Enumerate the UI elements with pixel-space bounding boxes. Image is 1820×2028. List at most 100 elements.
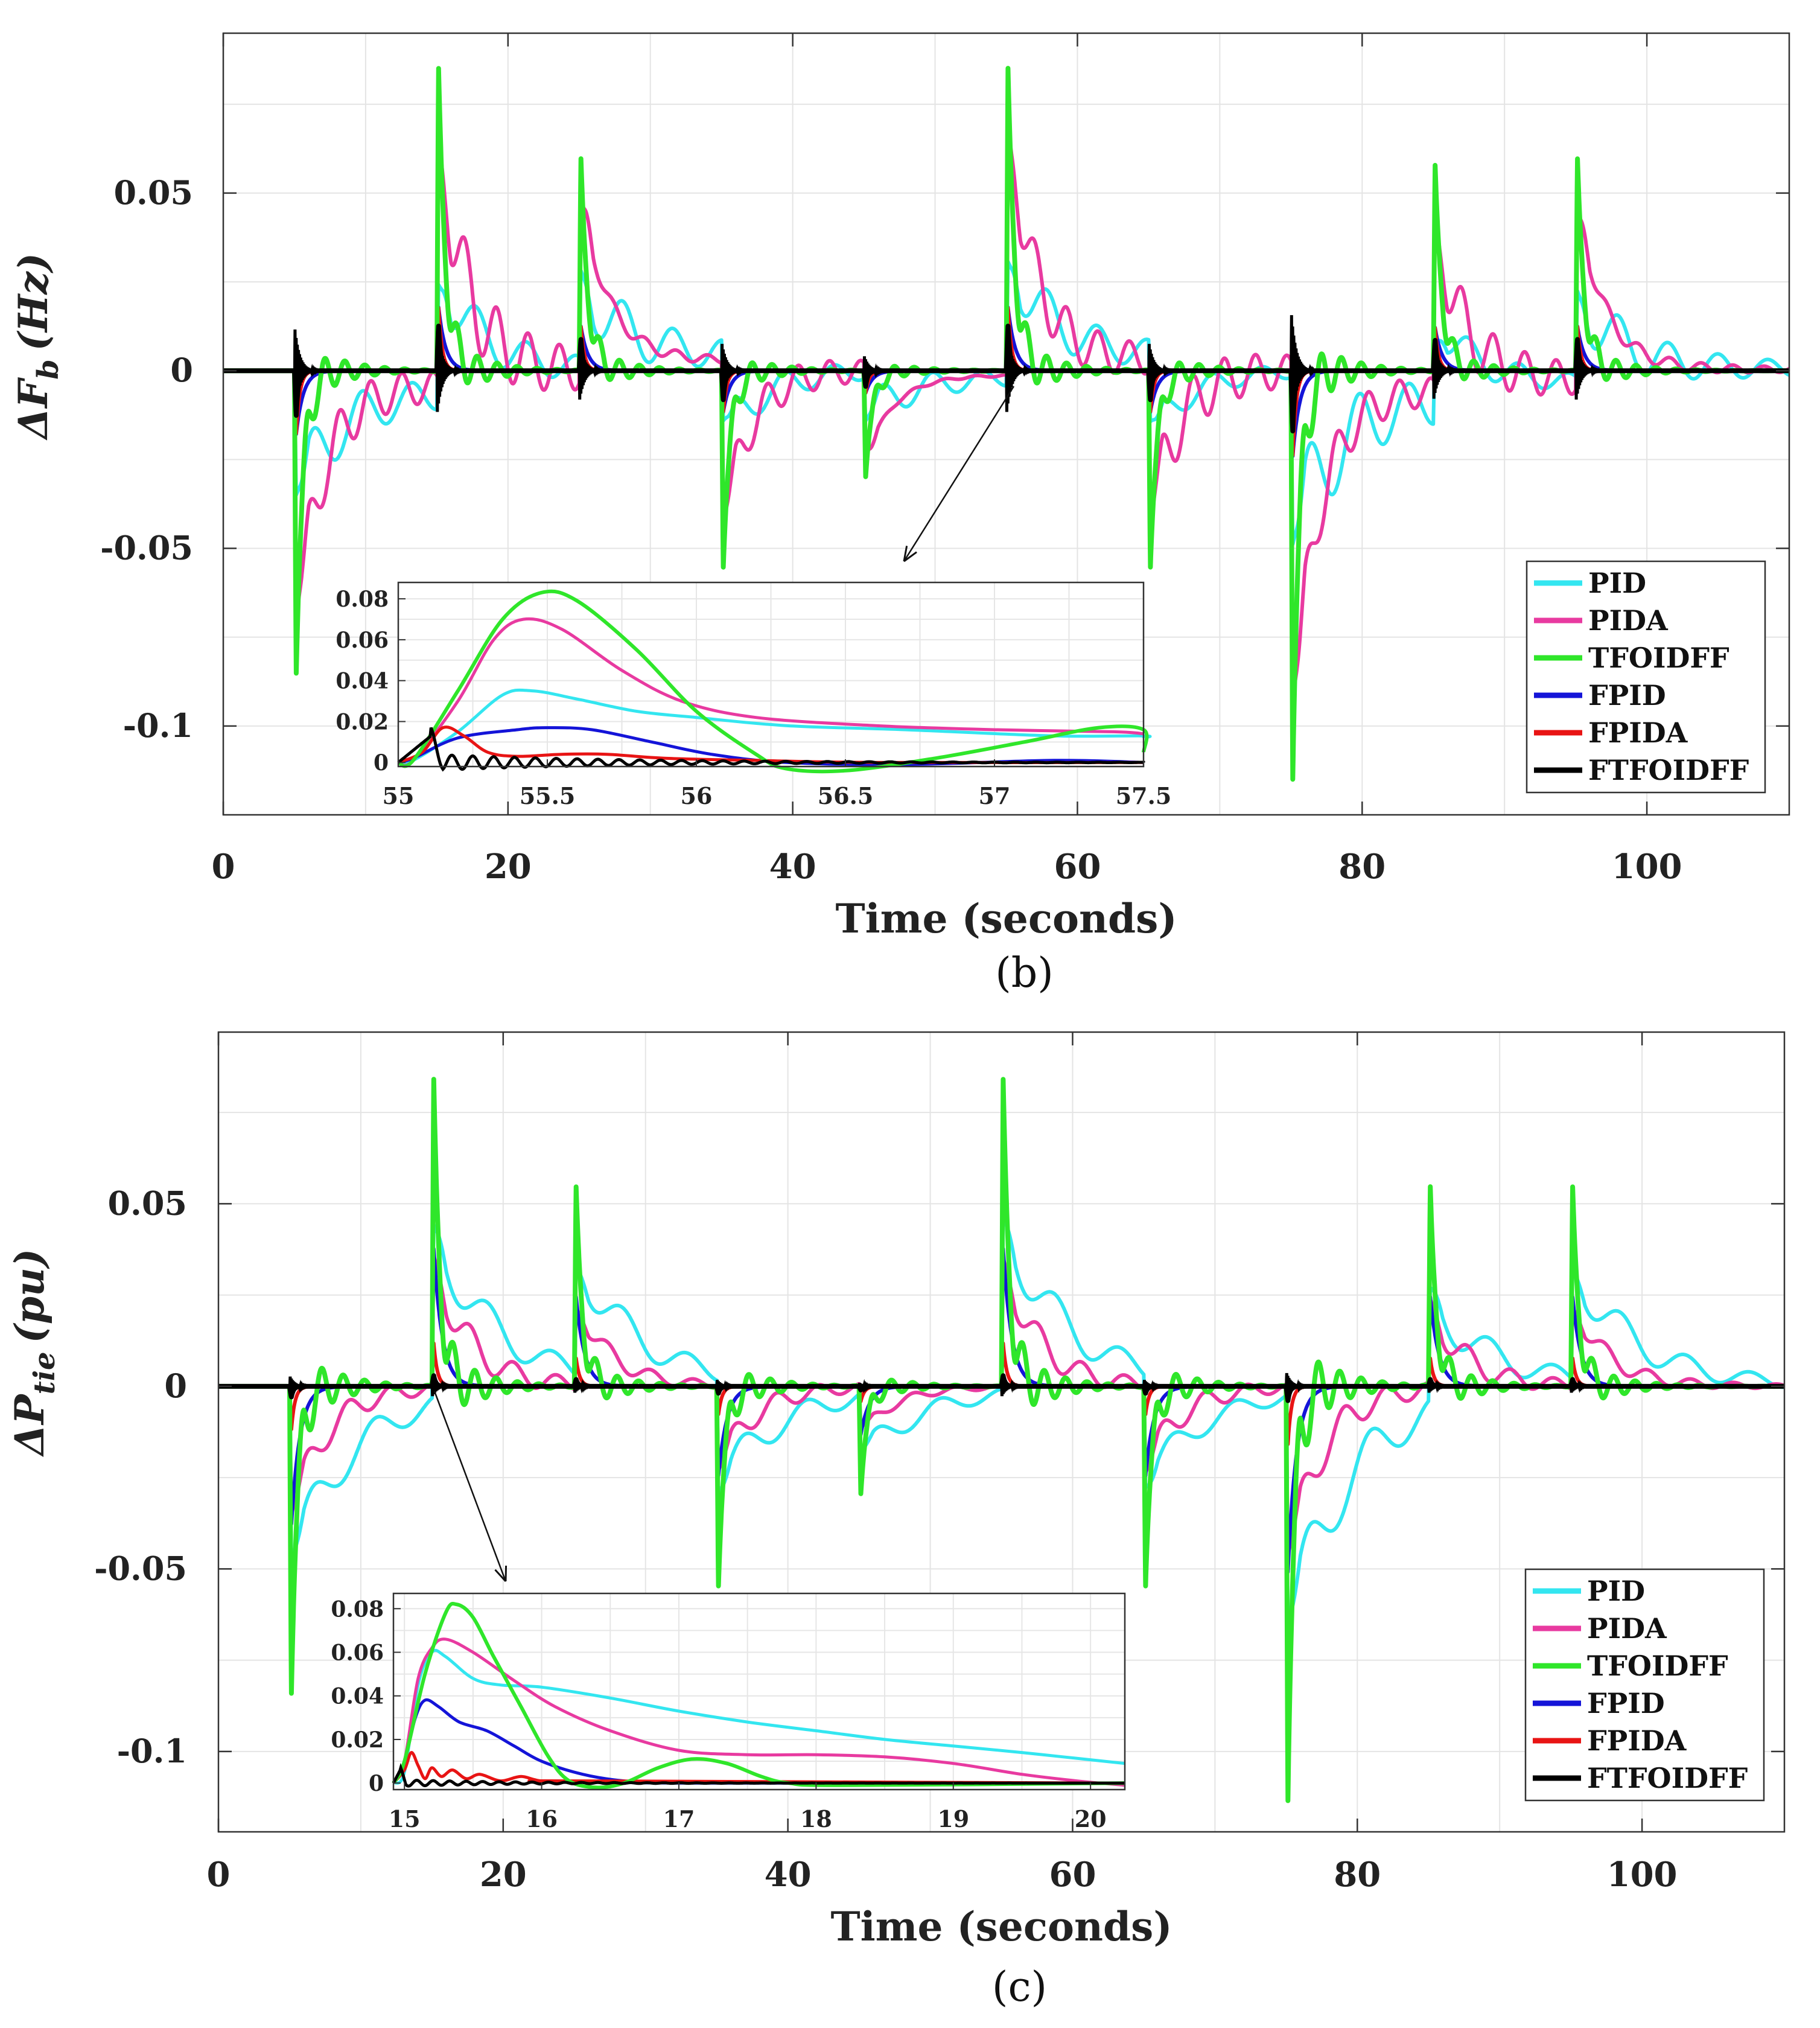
inset-frame — [392, 1592, 1126, 1791]
x-tick-label: 40 — [769, 847, 816, 887]
legend-label-pid: PID — [1587, 1575, 1645, 1607]
inset-frame — [397, 581, 1145, 768]
x-axis-label: Time (seconds) — [835, 895, 1177, 942]
inset-x-tick-label: 55 — [383, 782, 415, 809]
inset-y-tick-label: 0.06 — [331, 1641, 384, 1666]
zoom-arrow — [903, 386, 1015, 562]
y-axis-label-main: ΔF — [10, 377, 57, 441]
inset-plot-area — [393, 1593, 1125, 1790]
inset-x-tick-label: 17 — [663, 1805, 695, 1832]
y-axis-label-subscript: b — [31, 359, 65, 380]
inset-x-tick-label: 56.5 — [818, 782, 874, 809]
panel-b-frequency-deviation: 0 20 40 60 80 100 -0.1 -0.05 0 0.05 Time (seconds)… — [10, 32, 1792, 997]
x-tick-label: 60 — [1054, 847, 1101, 887]
ftfoidff-burst — [1431, 345, 1457, 399]
y-axis-label-subscript: tie — [28, 1351, 62, 1394]
ftfoidff-burst — [858, 1379, 882, 1394]
y-tick-label: 0.05 — [107, 1184, 187, 1222]
legend-label-pida: PIDA — [1588, 604, 1669, 637]
ftfoidff-burst — [1574, 345, 1600, 400]
y-tick-label: 0 — [164, 1366, 187, 1405]
series-group — [216, 1077, 1787, 1803]
x-axis-label: Time (seconds) — [830, 1903, 1172, 1950]
x-tick-label: 60 — [1049, 1855, 1096, 1895]
inset-y-tick-label: 0.02 — [331, 1727, 384, 1753]
legend-label-ftfoidff: FTFOIDFF — [1588, 754, 1749, 786]
y-axis-label-unit: (pu) — [6, 1249, 53, 1344]
inset-series-fpida — [392, 1751, 1125, 1785]
ftfoidff-burst — [430, 1377, 456, 1397]
y-tick-label: -0.1 — [123, 706, 193, 745]
inset-x-tick-label: 15 — [389, 1805, 421, 1832]
x-tick-label: 0 — [207, 1855, 231, 1895]
legend-label-ftfoidff: FTFOIDFF — [1587, 1762, 1748, 1794]
legend: PID PIDA TFOIDFF FPID FPIDA FTFOIDFF — [1526, 560, 1766, 794]
inset-y-tick-label: 0.04 — [331, 1684, 384, 1709]
y-tick-label: -0.05 — [100, 529, 193, 567]
x-tick-label: 20 — [480, 1855, 527, 1895]
inset-y-tick-label: 0 — [374, 750, 389, 776]
series-group — [221, 66, 1792, 782]
legend-label-tfoidff: TFOIDFF — [1587, 1650, 1728, 1682]
ftfoidff-burst — [1147, 343, 1173, 395]
inset-x-tick-label: 55.5 — [520, 782, 576, 809]
inset-y-tick-label: 0 — [369, 1771, 384, 1796]
x-tick-label: 0 — [212, 847, 235, 887]
legend-label-pida: PIDA — [1587, 1612, 1667, 1645]
y-axis-label-main: ΔP — [6, 1393, 53, 1457]
inset-y-tick-label: 0.04 — [336, 669, 389, 694]
ftfoidff-burst — [1569, 1379, 1594, 1394]
inset-chart: 15 16 17 18 19 20 0 0.02 0.04 0.06 0.08 — [331, 1592, 1126, 1832]
x-tick-label: 40 — [765, 1855, 812, 1895]
inset-x-tick-label: 57 — [979, 782, 1011, 809]
panel-c-tie-line-power: 0 20 40 60 80 100 -0.1 -0.05 0 0.05 Time (seconds)… — [6, 1031, 1787, 2011]
x-tick-label: 80 — [1334, 1855, 1381, 1895]
ftfoidff-burst — [578, 345, 603, 400]
inset-y-tick-label: 0.08 — [331, 1596, 384, 1622]
ftfoidff-burst — [435, 334, 461, 412]
y-tick-label: 0 — [170, 351, 193, 389]
legend-box — [1524, 1568, 1765, 1802]
y-tick-label: -0.1 — [117, 1732, 187, 1770]
legend: PID PIDA TFOIDFF FPID FPIDA FTFOIDFF — [1524, 1568, 1765, 1802]
ftfoidff-burst — [1284, 1373, 1310, 1398]
legend-label-fpida: FPIDA — [1588, 716, 1688, 749]
plot-frame — [217, 1031, 1786, 1833]
x-tick-label: 100 — [1612, 847, 1682, 887]
panel-label: (b) — [995, 949, 1054, 997]
inset-series-pida — [392, 1637, 1125, 1787]
inset-y-tick-label: 0.02 — [336, 709, 389, 735]
zoom-arrow-head — [494, 1565, 508, 1583]
ftfoidff-burst — [293, 329, 319, 408]
ftfoidff-burst — [1142, 1380, 1167, 1393]
ftfoidff-burst — [1000, 1377, 1025, 1397]
ftfoidff-burst — [715, 1380, 740, 1393]
y-axis-label-unit: (Hz) — [10, 253, 57, 351]
inset-series-pida — [398, 617, 1144, 767]
inset-x-tick-label: 19 — [937, 1805, 969, 1832]
inset-x-tick-label: 18 — [800, 1805, 832, 1832]
panel-label: (c) — [992, 1963, 1047, 2011]
ftfoidff-burst — [720, 343, 746, 395]
y-tick-label: -0.05 — [94, 1549, 187, 1587]
y-axis-label: ΔFb (Hz) — [10, 253, 65, 441]
ftfoidff-burst — [573, 1379, 597, 1394]
ftfoidff-burst — [1005, 334, 1031, 412]
ftfoidff-burst — [1289, 315, 1316, 421]
inset-chart: 55 55.5 56 56.5 57 57.5 0 0.02 0.04 0.06 0.08 — [336, 581, 1172, 809]
x-tick-label: 80 — [1338, 847, 1386, 887]
ftfoidff-burst — [862, 356, 888, 384]
x-tick-label: 100 — [1607, 1855, 1678, 1895]
ftfoidff-burst — [288, 1376, 313, 1395]
inset-series-ftfoidff — [392, 1762, 1125, 1788]
y-tick-label: 0.05 — [113, 173, 193, 212]
inset-y-tick-label: 0.08 — [336, 587, 389, 612]
zoom-arrow-head — [903, 546, 917, 563]
inset-x-tick-label: 16 — [526, 1805, 558, 1832]
zoom-arrow — [433, 1391, 507, 1582]
legend-label-fpid: FPID — [1587, 1687, 1665, 1720]
inset-x-tick-label: 57.5 — [1116, 782, 1172, 809]
legend-label-fpida: FPIDA — [1587, 1724, 1687, 1757]
plot-frame — [222, 32, 1790, 816]
